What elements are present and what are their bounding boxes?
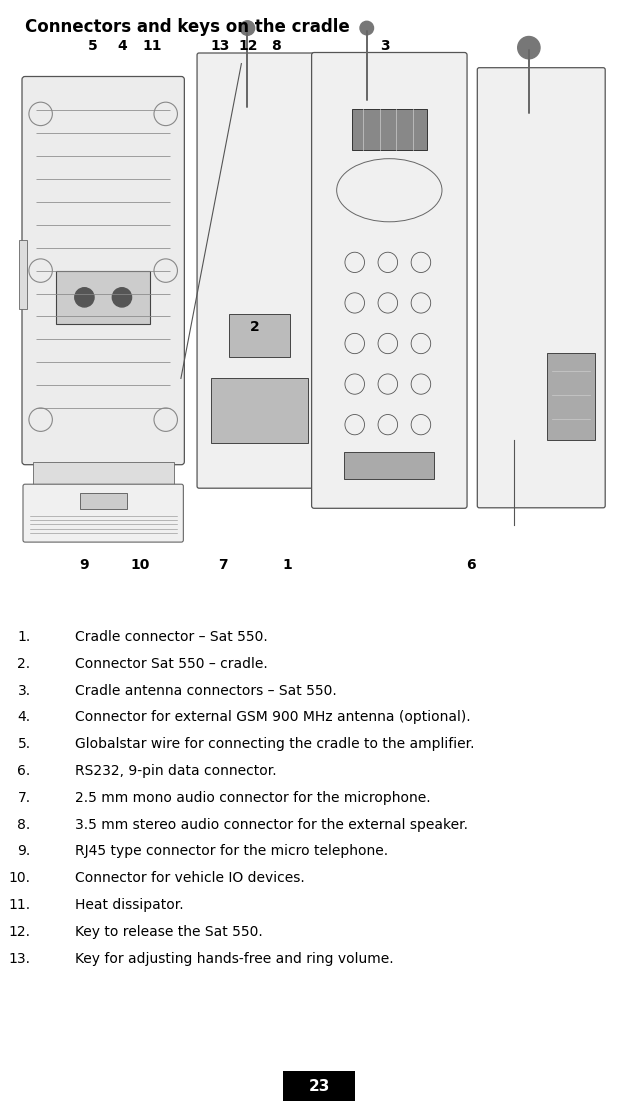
Text: 7.: 7. (17, 791, 31, 804)
Circle shape (75, 287, 94, 307)
Text: 1: 1 (283, 558, 292, 571)
Text: 7: 7 (218, 558, 228, 571)
Text: 6.: 6. (17, 764, 31, 778)
Text: 8.: 8. (17, 818, 31, 831)
Circle shape (112, 287, 131, 307)
FancyBboxPatch shape (33, 461, 174, 486)
Text: Connector for external GSM 900 MHz antenna (optional).: Connector for external GSM 900 MHz anten… (75, 711, 471, 724)
FancyBboxPatch shape (477, 68, 605, 508)
FancyBboxPatch shape (283, 1071, 355, 1101)
FancyBboxPatch shape (19, 240, 27, 309)
Text: Cradle antenna connectors – Sat 550.: Cradle antenna connectors – Sat 550. (75, 684, 337, 697)
Text: 10.: 10. (9, 871, 31, 886)
Text: Connector for vehicle IO devices.: Connector for vehicle IO devices. (75, 871, 305, 886)
Text: 3.: 3. (17, 684, 31, 697)
Text: 9: 9 (79, 558, 89, 571)
FancyBboxPatch shape (211, 379, 308, 443)
Text: 5: 5 (88, 39, 98, 53)
FancyBboxPatch shape (344, 451, 434, 479)
Text: 2.5 mm mono audio connector for the microphone.: 2.5 mm mono audio connector for the micr… (75, 791, 431, 804)
Text: Key for adjusting hands-free and ring volume.: Key for adjusting hands-free and ring vo… (75, 951, 394, 966)
Text: 12: 12 (238, 39, 258, 53)
Text: 1.: 1. (17, 631, 31, 644)
Text: Connector Sat 550 – cradle.: Connector Sat 550 – cradle. (75, 657, 268, 671)
Text: 8: 8 (271, 39, 281, 53)
Text: 10: 10 (130, 558, 150, 571)
Circle shape (360, 21, 373, 35)
FancyBboxPatch shape (352, 109, 427, 149)
Text: Globalstar wire for connecting the cradle to the amplifier.: Globalstar wire for connecting the cradl… (75, 737, 475, 751)
FancyBboxPatch shape (56, 271, 150, 324)
FancyBboxPatch shape (197, 53, 322, 488)
Text: RS232, 9-pin data connector.: RS232, 9-pin data connector. (75, 764, 277, 778)
FancyBboxPatch shape (23, 485, 183, 543)
FancyBboxPatch shape (311, 52, 467, 508)
Text: 12.: 12. (9, 925, 31, 939)
Text: 13.: 13. (9, 951, 31, 966)
FancyBboxPatch shape (80, 492, 126, 509)
Text: 2: 2 (250, 320, 260, 334)
FancyBboxPatch shape (547, 353, 595, 440)
Text: 11: 11 (142, 39, 161, 53)
FancyBboxPatch shape (22, 77, 184, 465)
Text: Cradle connector – Sat 550.: Cradle connector – Sat 550. (75, 631, 268, 644)
Text: 11.: 11. (8, 898, 31, 912)
FancyBboxPatch shape (229, 314, 290, 356)
Text: Connectors and keys on the cradle: Connectors and keys on the cradle (25, 18, 350, 36)
Text: 5.: 5. (17, 737, 31, 751)
Text: Key to release the Sat 550.: Key to release the Sat 550. (75, 925, 263, 939)
Text: 4.: 4. (17, 711, 31, 724)
Text: RJ45 type connector for the micro telephone.: RJ45 type connector for the micro teleph… (75, 844, 389, 859)
Text: 13: 13 (210, 39, 230, 53)
Text: Heat dissipator.: Heat dissipator. (75, 898, 184, 912)
Text: 3: 3 (380, 39, 390, 53)
Circle shape (517, 37, 540, 59)
Text: 6: 6 (466, 558, 475, 571)
Text: 9.: 9. (17, 844, 31, 859)
Text: 3.5 mm stereo audio connector for the external speaker.: 3.5 mm stereo audio connector for the ex… (75, 818, 468, 831)
Text: 23: 23 (308, 1078, 330, 1094)
Text: 2.: 2. (17, 657, 31, 671)
Text: 4: 4 (117, 39, 127, 53)
Circle shape (240, 21, 255, 36)
